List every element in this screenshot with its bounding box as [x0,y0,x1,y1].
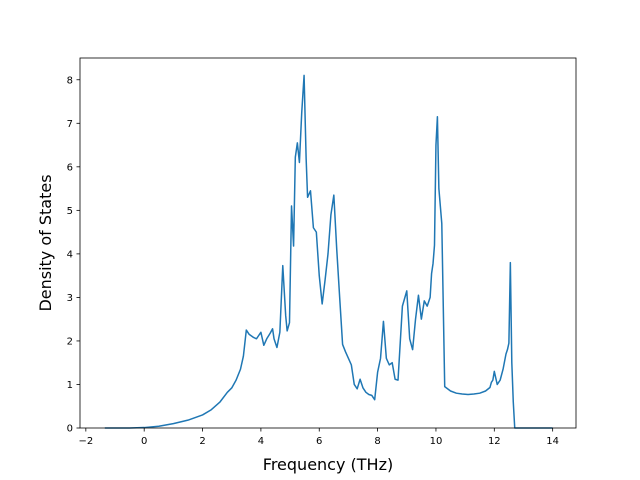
y-axis-ticks: 0 1 2 3 4 5 6 7 8 [67,75,80,435]
x-tick-label: −2 [78,436,93,447]
x-tick-label: 10 [430,436,443,447]
x-tick-label: 14 [546,436,559,447]
x-tick-label: 12 [488,436,501,447]
x-tick-label: 4 [258,436,264,447]
y-tick-label: 1 [67,380,73,391]
y-tick-label: 2 [67,336,73,347]
y-tick-label: 4 [67,249,73,260]
y-tick-label: 8 [67,75,73,86]
y-tick-label: 5 [67,206,73,217]
x-tick-label: 8 [374,436,380,447]
y-tick-label: 3 [67,293,73,304]
plot-area [104,74,553,429]
dos-series-line [104,74,553,429]
x-tick-label: 0 [141,436,147,447]
y-tick-label: 6 [67,162,73,173]
y-tick-label: 0 [67,424,73,435]
x-axis-label: Frequency (THz) [263,455,393,474]
y-tick-label: 7 [67,119,73,130]
x-tick-label: 6 [316,436,322,447]
axes-frame [79,57,577,429]
x-axis-ticks: −2 0 2 4 6 8 10 12 14 [78,428,559,447]
x-tick-label: 2 [199,436,205,447]
y-axis-label: Density of States [36,174,55,311]
